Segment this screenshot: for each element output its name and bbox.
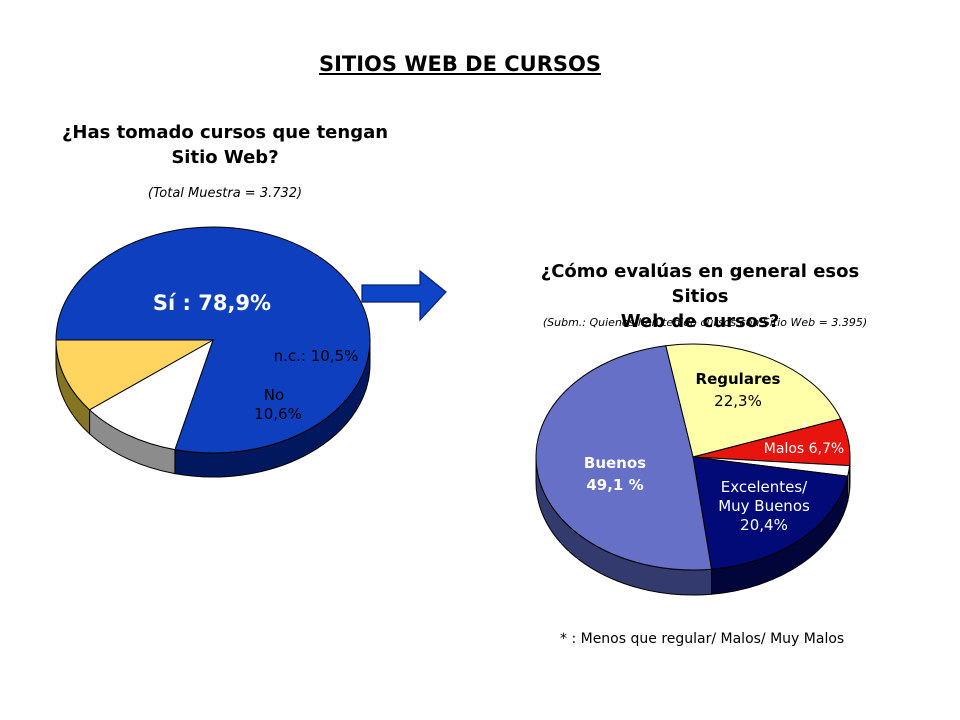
pie-chart-1: [55, 226, 371, 478]
chart2-title: ¿Cómo evalúas en general esos Sitios Web…: [510, 259, 890, 334]
pie2-slice-3: [692, 456, 849, 570]
chart2-label-buenos-line1: Buenos: [584, 454, 646, 472]
chart2-label-malos-line2: Malos 6,7%: [764, 441, 844, 457]
pie1-slice-1: [88, 338, 214, 451]
chart1-label-nc: n.c.: 10,5%: [274, 347, 359, 365]
chart1-label-no-line2: 10,6%: [254, 405, 302, 423]
chart1-title-line2: Sitio Web?: [171, 147, 279, 168]
chart2-title-line2: Web de cursos?: [620, 311, 780, 332]
chart1-label-si: Sí : 78,9%: [153, 291, 271, 315]
chart1-title: ¿Has tomado cursos que tengan Sitio Web?: [50, 120, 400, 170]
chart2-subtitle: (Subm.: Quienes han tenido cursos con Si…: [542, 316, 868, 329]
chart2-label-buenos-line2: 49,1 %: [586, 476, 643, 494]
chart1-label-no-line1: No: [264, 386, 284, 404]
pie2-slice-0: [665, 343, 842, 458]
chart2-label-regulares-line2: 22,3%: [714, 392, 762, 410]
pie1-slice-2: [55, 339, 215, 411]
chart2-label-malos-line1: *: [801, 418, 809, 436]
footnote: * : Menos que regular/ Malos/ Muy Malos: [560, 631, 845, 647]
chart2-label-excelentes-line3: 20,4%: [740, 516, 788, 534]
pie2-slice-4: [535, 345, 713, 571]
page-title: SITIOS WEB DE CURSOS: [318, 52, 601, 76]
pie-chart-2: [535, 343, 851, 596]
right-arrow-icon: [361, 269, 447, 322]
chart2-label-excelentes-line2: Muy Buenos: [718, 497, 810, 515]
chart1-subtitle: (Total Muestra = 3.732): [147, 186, 303, 201]
chart2-label-regulares-line1: Regulares: [696, 370, 781, 388]
chart1-title-line1: ¿Has tomado cursos que tengan: [61, 122, 389, 143]
chart2-label-excelentes-line1: Excelentes/: [721, 478, 808, 496]
chart2-title-line1: ¿Cómo evalúas en general esos Sitios: [540, 261, 860, 307]
